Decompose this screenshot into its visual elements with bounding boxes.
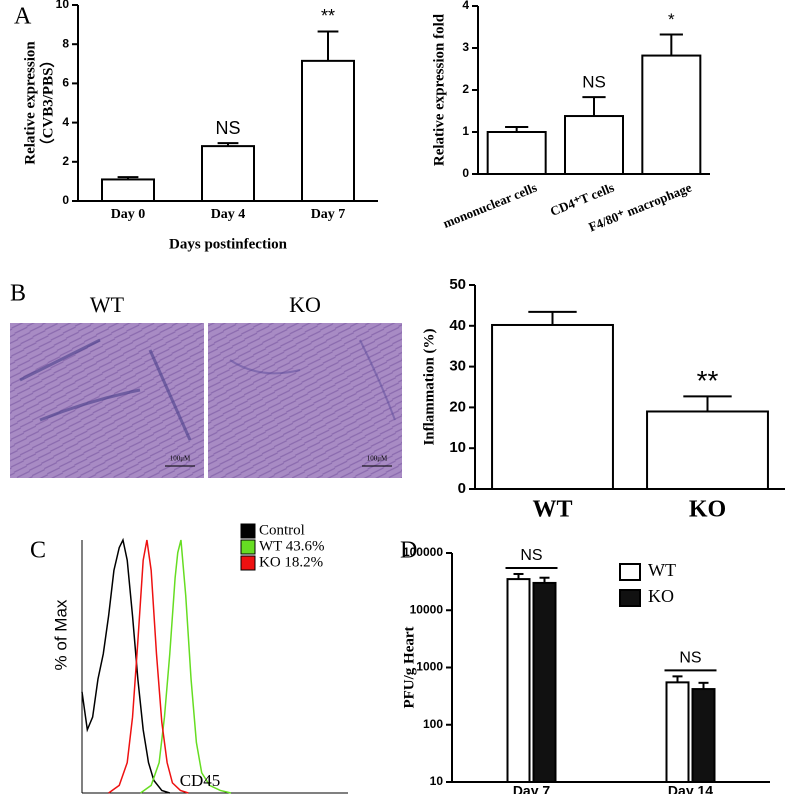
x-tick-label: WT — [532, 497, 572, 523]
bar — [646, 410, 769, 491]
bar — [506, 578, 531, 783]
legend-swatch — [240, 523, 256, 539]
legend-swatch — [240, 539, 256, 555]
legend-label: KO — [648, 586, 674, 606]
tissue-detail — [19, 338, 192, 441]
annotation: NS — [215, 118, 240, 138]
panel-letter: B — [10, 281, 26, 307]
bar — [564, 115, 624, 175]
annotation: ** — [697, 365, 719, 396]
x-tick-label: KO — [689, 497, 726, 523]
y-axis-label: % of Max — [51, 599, 70, 670]
y-axis-label: PFU/g Heart — [401, 626, 417, 708]
panel-letter: D — [400, 538, 417, 564]
legend-label: WT — [648, 560, 676, 580]
bar — [491, 323, 614, 491]
histogram-line — [140, 539, 232, 794]
annotation: NS — [520, 547, 542, 564]
legend-swatch — [240, 555, 256, 571]
panel-letter: A — [14, 4, 32, 30]
y-tick-label: 10 — [430, 774, 444, 788]
y-tick-label: 100 — [423, 717, 443, 731]
y-tick-label: 40 — [449, 317, 466, 334]
annotation: ** — [321, 6, 335, 26]
y-tick-label: 2 — [62, 154, 69, 168]
y-tick-label: 0 — [458, 480, 466, 497]
x-tick-label: mononuclear cells — [441, 180, 539, 231]
bar — [101, 178, 155, 203]
y-tick-label: 1 — [462, 124, 469, 138]
histogram-line — [108, 539, 189, 794]
y-tick-label: 50 — [449, 276, 466, 293]
micrograph — [208, 323, 402, 478]
legend-swatch — [619, 589, 641, 607]
bar — [691, 688, 716, 783]
x-tick-label: Day 0 — [111, 207, 146, 222]
y-tick-label: 4 — [62, 115, 69, 129]
y-tick-label: 6 — [62, 76, 69, 90]
y-axis-label: （CVB3/PBS） — [38, 53, 56, 154]
x-tick-label: Day 7 — [513, 783, 551, 794]
x-tick-label: Day 7 — [311, 207, 346, 222]
y-tick-label: 2 — [462, 82, 469, 96]
micrograph-label: WT — [90, 292, 125, 317]
bar — [665, 681, 690, 784]
legend-label: WT 43.6% — [259, 538, 325, 554]
bar — [486, 131, 547, 175]
y-tick-label: 0 — [462, 166, 469, 180]
y-axis-label: Relative expression — [22, 41, 38, 165]
x-axis-label: Days postinfection — [169, 236, 288, 252]
legend-label: KO 18.2% — [259, 554, 323, 570]
x-tick-label: Day 4 — [211, 207, 246, 222]
histogram-line — [81, 537, 171, 794]
y-tick-label: 10000 — [410, 602, 444, 616]
y-tick-label: 4 — [462, 0, 469, 12]
y-tick-label: 10 — [56, 0, 70, 11]
legend-swatch — [619, 563, 641, 581]
x-axis-label: CD45 — [180, 771, 221, 790]
legend-label: Control — [259, 522, 305, 538]
scale-label: 100μM — [170, 455, 191, 463]
scale-label: 100μM — [367, 455, 388, 463]
y-tick-label: 100000 — [403, 545, 443, 559]
y-tick-label: 20 — [449, 398, 466, 415]
annotation: * — [668, 10, 675, 29]
y-tick-label: 8 — [62, 36, 69, 50]
bar — [301, 59, 355, 202]
x-tick-label: Day 14 — [668, 783, 713, 794]
y-tick-label: 3 — [462, 40, 469, 54]
micrograph-label: KO — [289, 292, 321, 317]
y-tick-label: 30 — [449, 358, 466, 375]
annotation: NS — [582, 73, 606, 92]
tissue-detail — [229, 339, 396, 421]
panel-letter: C — [30, 538, 46, 564]
y-axis-label: Relative expression fold — [431, 13, 447, 166]
y-tick-label: 1000 — [416, 660, 443, 674]
bar — [641, 54, 702, 176]
annotation: NS — [679, 650, 701, 667]
bar — [201, 145, 255, 202]
y-axis-label: Inflammation (%) — [421, 328, 437, 445]
y-tick-label: 0 — [62, 193, 69, 207]
y-tick-label: 10 — [449, 439, 466, 456]
bar — [532, 581, 557, 783]
